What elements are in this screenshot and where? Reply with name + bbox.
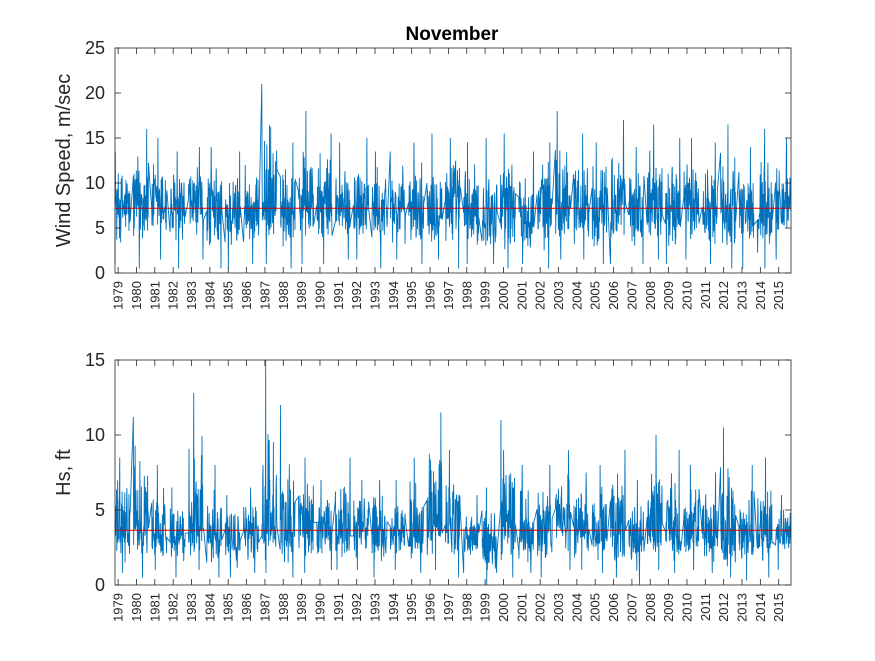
x-tick-label: 1984 — [202, 281, 217, 310]
x-tick-label: 1979 — [111, 281, 126, 310]
x-tick-label: 1990 — [312, 593, 327, 622]
x-tick-label: 2015 — [771, 593, 786, 622]
x-tick-label: 1986 — [239, 593, 254, 622]
x-tick-label: 1988 — [276, 281, 291, 310]
x-tick-label: 1998 — [459, 593, 474, 622]
x-tick-label: 2000 — [496, 593, 511, 622]
x-tick-label: 1987 — [257, 281, 272, 310]
x-tick-label: 1993 — [368, 281, 383, 310]
y-tick-label: 0 — [95, 263, 105, 283]
x-tick-label: 1991 — [331, 281, 346, 310]
x-tick-label: 1981 — [147, 281, 162, 310]
x-tick-label: 2011 — [698, 281, 713, 309]
x-tick-label: 1980 — [129, 593, 144, 622]
x-tick-label: 1997 — [441, 281, 456, 310]
x-tick-label: 2004 — [569, 281, 584, 310]
x-tick-label: 1993 — [368, 593, 383, 622]
x-tick-label: 1985 — [221, 281, 236, 310]
x-tick-label: 2008 — [643, 281, 658, 310]
x-tick-label: 1983 — [184, 593, 199, 622]
x-tick-label: 1983 — [184, 281, 199, 310]
x-tick-label: 2005 — [588, 281, 603, 310]
x-tick-label: 1992 — [349, 281, 364, 310]
y-tick-label: 25 — [85, 38, 105, 58]
axes-box — [114, 359, 792, 586]
x-tick-label: 1984 — [202, 593, 217, 622]
x-tick-label: 2003 — [551, 281, 566, 310]
x-tick-label: 2001 — [514, 593, 529, 622]
x-tick-label: 2003 — [551, 593, 566, 622]
x-tick-label: 2002 — [533, 281, 548, 310]
x-tick-label: 2002 — [533, 593, 548, 622]
x-tick-label: 1996 — [423, 281, 438, 310]
y-axis-label: Wind Speed, m/sec — [53, 74, 75, 247]
x-tick-label: 1994 — [386, 281, 401, 310]
x-tick-label: 1995 — [404, 281, 419, 310]
x-tick-label: 1982 — [166, 281, 181, 310]
x-tick-label: 1995 — [404, 593, 419, 622]
x-tick-label: 2012 — [716, 281, 731, 310]
x-tick-label: 1988 — [276, 593, 291, 622]
x-tick-label: 2011 — [698, 593, 713, 621]
x-tick-label: 2008 — [643, 593, 658, 622]
x-tick-label: 2013 — [735, 281, 750, 310]
x-tick-label: 1985 — [221, 593, 236, 622]
x-tick-label: 1992 — [349, 593, 364, 622]
x-tick-label: 2010 — [679, 281, 694, 310]
x-tick-label: 1979 — [111, 593, 126, 622]
x-tick-label: 1999 — [478, 593, 493, 622]
x-tick-label: 2014 — [753, 593, 768, 622]
y-tick-label: 10 — [85, 425, 105, 445]
y-tick-label: 0 — [95, 575, 105, 595]
x-tick-label: 2010 — [679, 593, 694, 622]
x-tick-label: 1982 — [166, 593, 181, 622]
x-tick-label: 2001 — [514, 281, 529, 310]
x-tick-label: 1981 — [147, 593, 162, 622]
x-tick-label: 1987 — [257, 593, 272, 622]
y-tick-label: 10 — [85, 173, 105, 193]
x-tick-label: 2005 — [588, 593, 603, 622]
x-tick-label: 1980 — [129, 281, 144, 310]
x-tick-label: 1998 — [459, 281, 474, 310]
x-tick-label: 1996 — [423, 593, 438, 622]
y-tick-label: 15 — [85, 128, 105, 148]
x-tick-label: 2004 — [569, 593, 584, 622]
data-series-line — [114, 83, 792, 269]
x-tick-label: 1991 — [331, 593, 346, 622]
y-tick-label: 15 — [85, 350, 105, 370]
data-series-line — [114, 359, 792, 586]
y-tick-label: 20 — [85, 83, 105, 103]
x-tick-label: 1997 — [441, 593, 456, 622]
x-tick-label: 1990 — [312, 281, 327, 310]
x-tick-label: 1989 — [294, 281, 309, 310]
x-tick-label: 2007 — [624, 593, 639, 622]
x-tick-label: 1999 — [478, 281, 493, 310]
x-tick-label: 1994 — [386, 593, 401, 622]
x-tick-label: 2000 — [496, 281, 511, 310]
y-tick-label: 5 — [95, 218, 105, 238]
chart-title: November — [406, 24, 500, 45]
x-tick-label: 2015 — [771, 281, 786, 310]
y-tick-label: 5 — [95, 500, 105, 520]
x-tick-label: 2006 — [606, 593, 621, 622]
x-tick-label: 1986 — [239, 281, 254, 310]
x-tick-label: 2009 — [661, 281, 676, 310]
x-tick-label: 2012 — [716, 593, 731, 622]
x-tick-label: 2006 — [606, 281, 621, 310]
axes-box — [114, 47, 792, 274]
y-axis-label: Hs, ft — [53, 449, 75, 496]
x-tick-label: 1989 — [294, 593, 309, 622]
x-tick-label: 2013 — [735, 593, 750, 622]
x-tick-label: 2014 — [753, 281, 768, 310]
x-tick-label: 2009 — [661, 593, 676, 622]
x-tick-label: 2007 — [624, 281, 639, 310]
